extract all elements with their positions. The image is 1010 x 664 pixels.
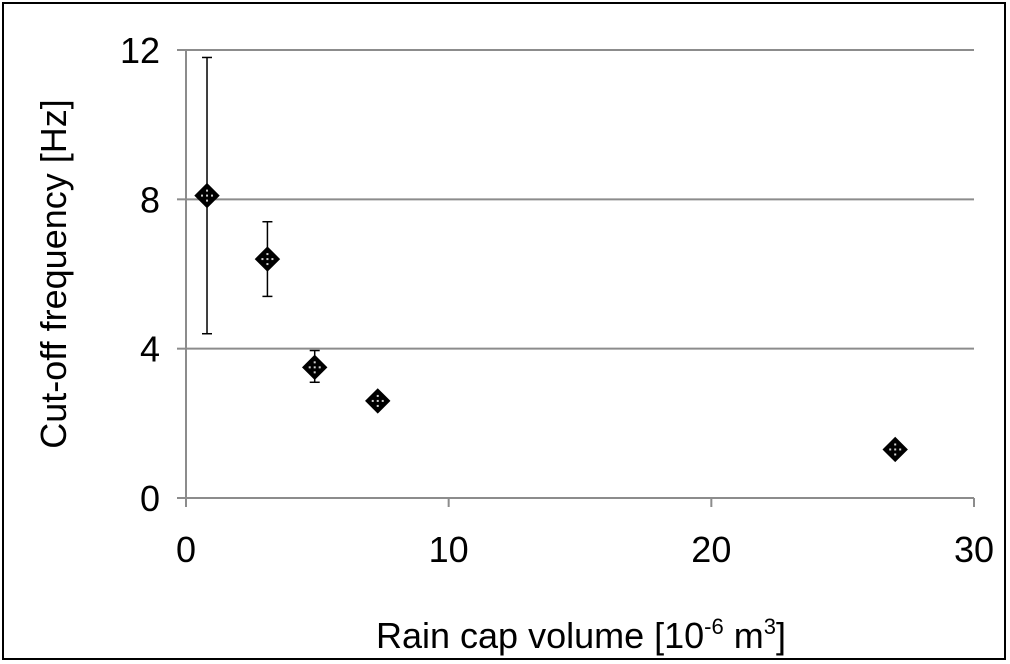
data-point-texture-3-1: [381, 399, 384, 402]
data-point-texture-4-1: [899, 448, 902, 451]
data-point-texture-2-2: [313, 371, 316, 374]
y-tick-label-4: 4: [140, 329, 160, 370]
x-tick-label-0: 0: [176, 529, 196, 570]
data-point-texture-1-4: [266, 258, 269, 261]
y-axis-label: Cut-off frequency [Hz]: [33, 99, 74, 449]
data-point-texture-2-1: [318, 366, 321, 369]
y-tick-label-12: 12: [120, 30, 160, 71]
data-point-2: [301, 354, 328, 381]
data-point-texture-0-0: [206, 189, 209, 192]
data-point-texture-3-3: [371, 399, 374, 402]
data-point-texture-3-0: [376, 394, 379, 397]
data-points: [194, 182, 908, 463]
data-point-texture-2-4: [313, 366, 316, 369]
data-point-texture-0-2: [206, 199, 209, 202]
axes: [177, 49, 975, 507]
data-point-texture-0-3: [201, 194, 204, 197]
x-axis-label-mid: m: [724, 615, 764, 656]
x-axis-label-end: ]: [776, 615, 786, 656]
data-point-texture-4-4: [894, 448, 897, 451]
data-point-texture-1-1: [271, 258, 274, 261]
tick-labels: 0 4 8 12 0 10 20 30: [120, 30, 994, 570]
data-point-texture-0-1: [211, 194, 214, 197]
error-bars: [202, 56, 320, 384]
x-axis-label-sup2: 3: [764, 614, 776, 639]
data-point-texture-4-0: [894, 443, 897, 446]
data-point-3: [365, 388, 391, 414]
x-tick-label-30: 30: [954, 529, 994, 570]
y-tick-label-8: 8: [140, 179, 160, 220]
data-point-0: [194, 182, 220, 209]
data-point-texture-3-4: [376, 399, 379, 402]
data-point-texture-1-0: [266, 253, 269, 256]
data-point-texture-3-2: [376, 404, 379, 407]
x-axis-label: Rain cap volume [10-6 m3]: [376, 614, 786, 656]
data-point-texture-0-4: [206, 194, 209, 197]
data-point-texture-1-3: [261, 258, 264, 261]
grid-lines: [186, 49, 974, 350]
data-point-texture-1-2: [266, 263, 269, 266]
data-point-1: [254, 246, 281, 272]
data-point-texture-2-0: [313, 361, 316, 364]
x-axis-label-main: Rain cap volume [10: [376, 615, 704, 656]
data-point-4: [882, 436, 908, 463]
data-point-texture-2-3: [308, 366, 311, 369]
y-tick-label-0: 0: [140, 478, 160, 519]
x-axis-label-sup1: -6: [704, 614, 724, 639]
x-tick-label-20: 20: [691, 529, 731, 570]
data-point-texture-4-2: [894, 453, 897, 456]
data-point-texture-4-3: [889, 448, 892, 451]
x-tick-label-10: 10: [429, 529, 469, 570]
